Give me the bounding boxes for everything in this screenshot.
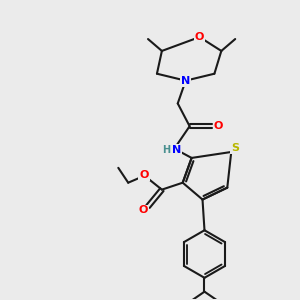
Text: O: O <box>195 32 204 42</box>
Text: O: O <box>214 121 223 131</box>
Text: O: O <box>140 170 149 180</box>
Text: S: S <box>231 143 239 153</box>
Text: O: O <box>138 206 148 215</box>
Text: N: N <box>181 76 190 85</box>
Text: N: N <box>172 145 182 155</box>
Text: H: H <box>162 145 170 155</box>
